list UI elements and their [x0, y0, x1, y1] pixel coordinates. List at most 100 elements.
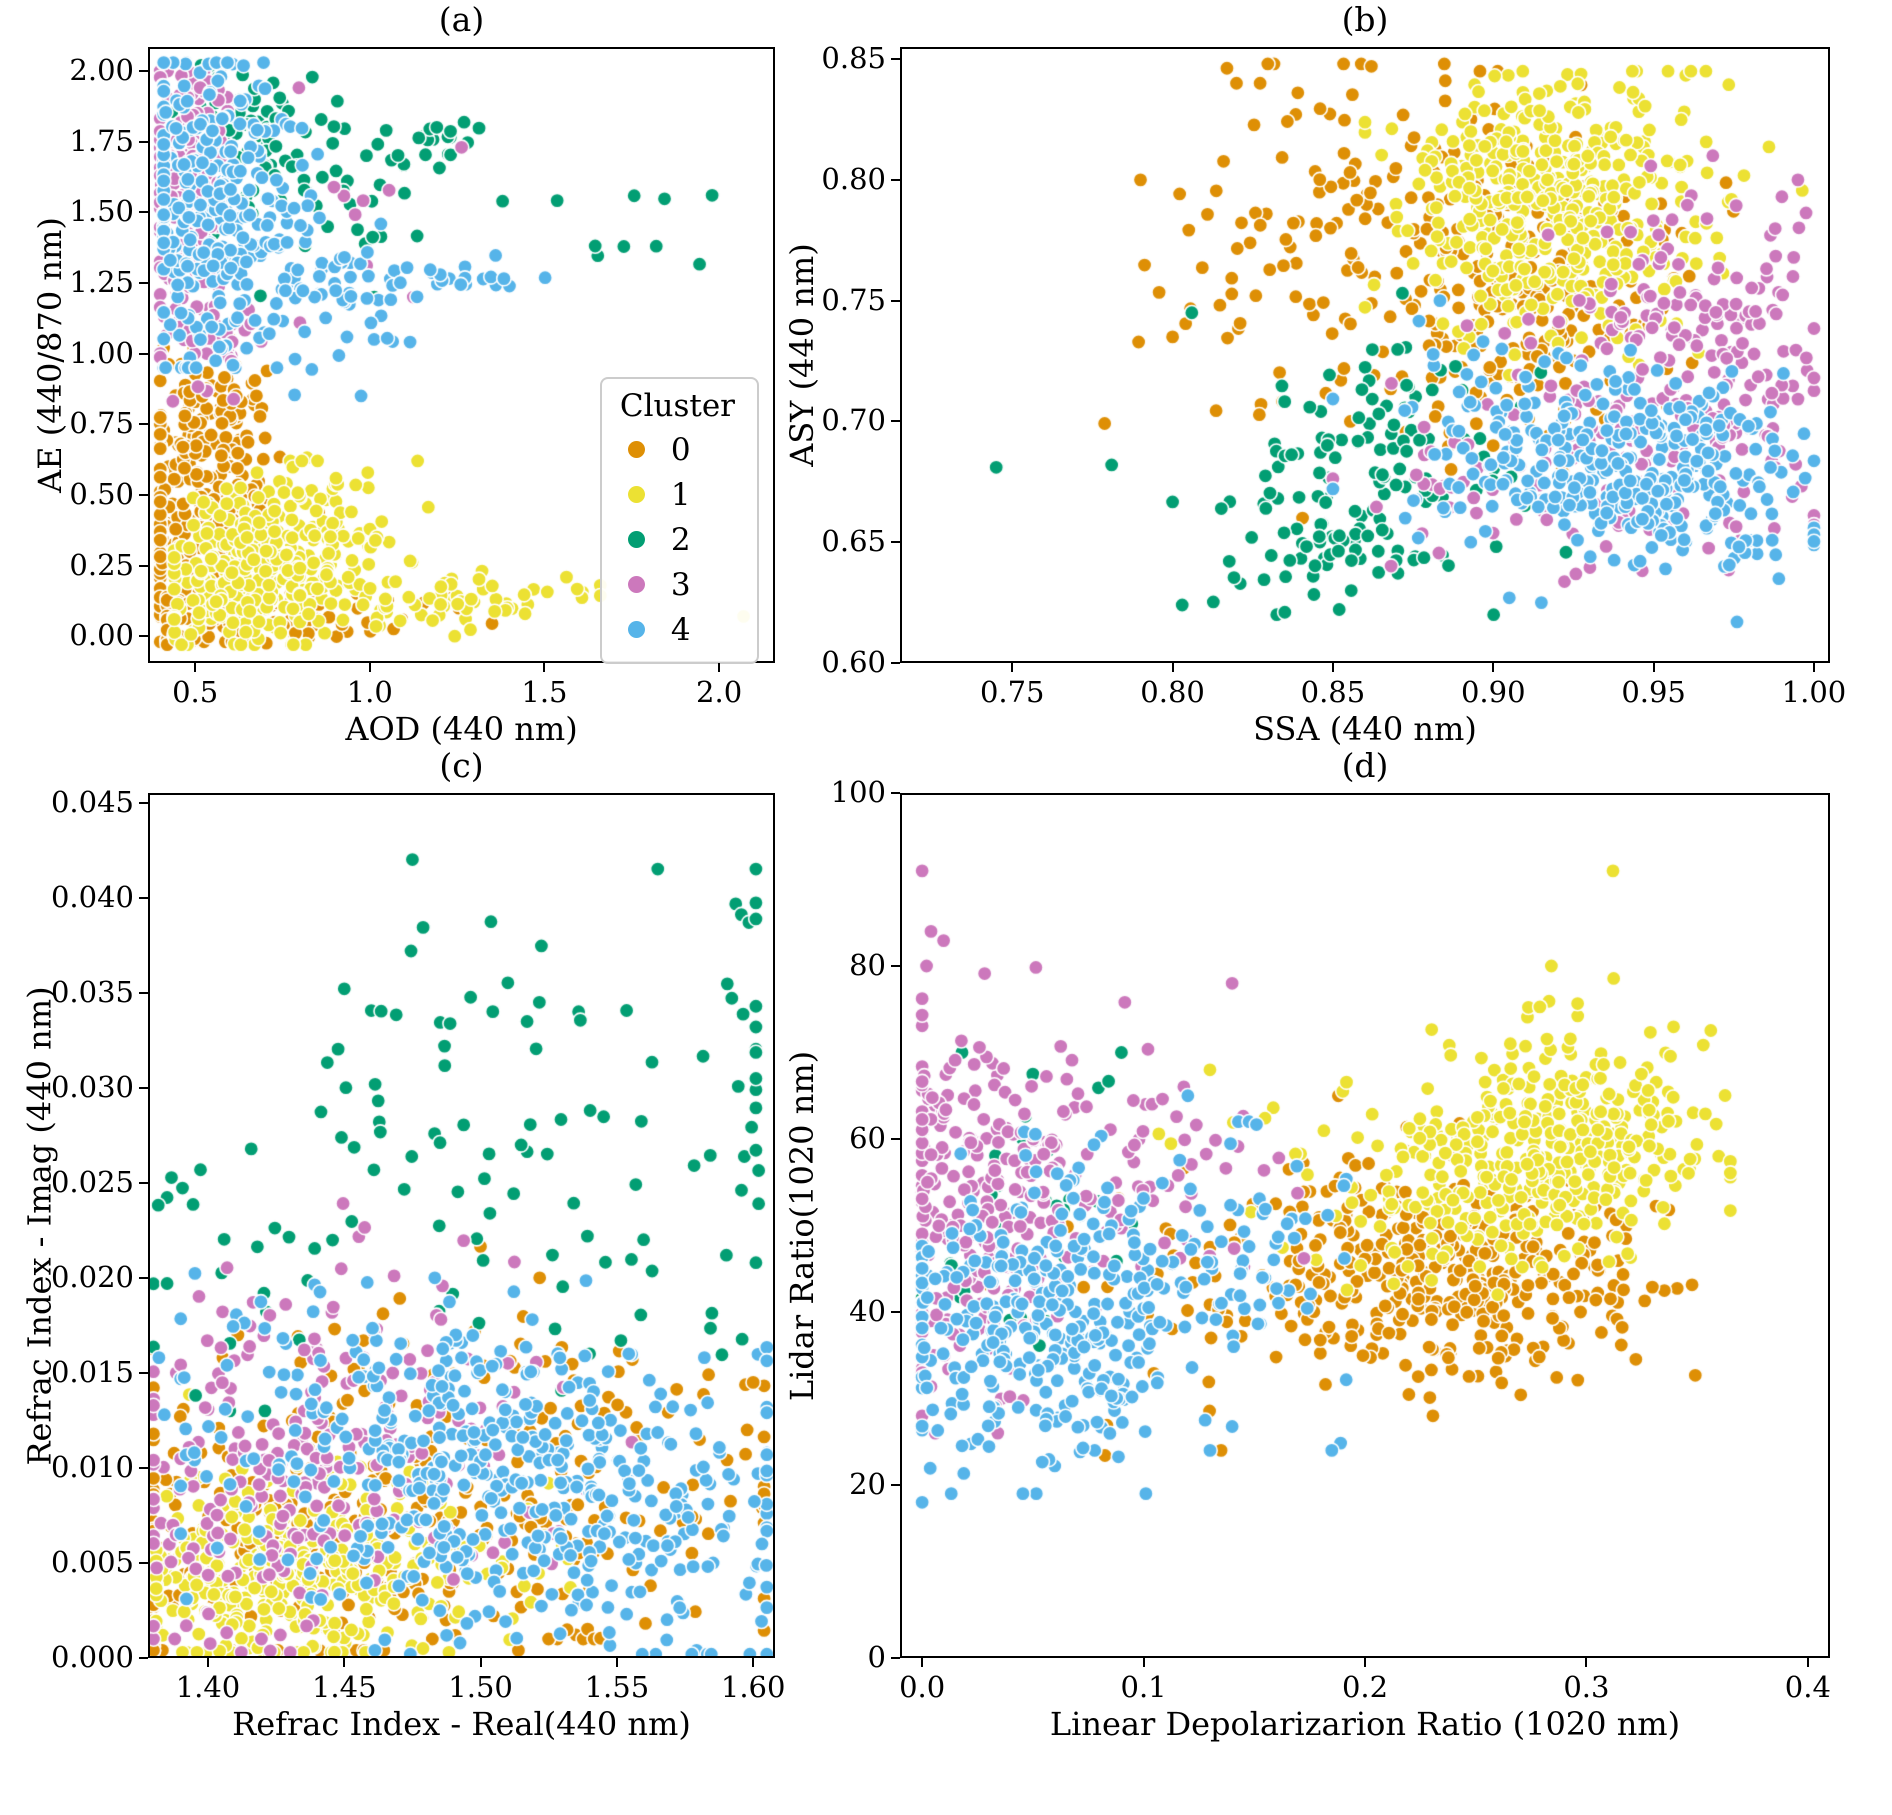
legend-marker-icon	[627, 486, 645, 503]
y-tick-label: 1.00	[69, 335, 134, 370]
legend-item: 4	[620, 607, 735, 652]
y-tick-label: 0.040	[50, 879, 134, 914]
y-tick-mark	[139, 991, 148, 994]
x-tick-mark	[718, 663, 721, 672]
x-tick-mark	[752, 1658, 755, 1667]
x-tick-label: 1.5	[521, 675, 568, 709]
x-tick-label: 0.75	[979, 675, 1045, 709]
subplot-a-plot-area: Cluster 0 1 2 3 4	[148, 47, 775, 664]
x-tick-mark	[1364, 1658, 1366, 1667]
y-tick-label: 40	[849, 1294, 886, 1328]
y-tick-label: 0.015	[50, 1354, 134, 1389]
y-tick-mark	[891, 178, 900, 181]
subplot-d-plot-area	[900, 793, 1830, 1658]
x-tick-label: 1.45	[311, 1670, 377, 1704]
x-tick-label: 0.95	[1621, 675, 1686, 709]
y-tick-label: 0.75	[821, 282, 886, 317]
legend-item-label: 2	[670, 521, 691, 558]
subplot-a-title: (a)	[438, 0, 485, 39]
y-tick-mark	[139, 1371, 148, 1374]
y-tick-mark	[139, 423, 148, 426]
subplot-c: (c) Refrac Index - Real(440 nm) Refrac I…	[21, 747, 785, 1743]
y-tick-label: 1.25	[69, 264, 134, 299]
subplot-d-yaxis-label-text: Lidar Ratio(1020 nm)	[783, 1050, 821, 1401]
y-tick-mark	[891, 792, 900, 794]
subplot-b-title: (b)	[1341, 0, 1389, 39]
y-tick-label: 0.60	[821, 645, 886, 679]
y-tick-label: 0	[867, 1640, 886, 1674]
x-tick-mark	[615, 1658, 618, 1667]
y-tick-label: 60	[849, 1121, 886, 1155]
subplot-b-xaxis-label: SSA (440 nm)	[1253, 710, 1477, 748]
y-tick-mark	[891, 965, 900, 967]
subplot-c-plot-area	[148, 793, 775, 1658]
legend-items: 0 1 2 3 4	[620, 427, 735, 652]
y-tick-label: 0.70	[821, 403, 886, 438]
x-tick-mark	[194, 663, 197, 672]
y-tick-mark	[139, 493, 148, 496]
y-tick-label: 100	[830, 775, 886, 809]
x-tick-mark	[1171, 663, 1174, 672]
y-tick-label: 0.000	[50, 1640, 134, 1674]
y-tick-mark	[139, 1086, 148, 1089]
y-tick-mark	[139, 1561, 148, 1564]
x-tick-label: 0.90	[1460, 675, 1526, 709]
x-tick-mark	[343, 1658, 346, 1667]
x-tick-mark	[1652, 663, 1655, 672]
subplot-c-title: (c)	[439, 746, 484, 785]
x-tick-mark	[1812, 663, 1815, 672]
x-tick-label: 1.60	[720, 1670, 786, 1704]
legend-item: 2	[620, 517, 735, 562]
x-tick-label: 1.40	[175, 1670, 241, 1704]
legend-marker-icon	[627, 531, 645, 548]
y-tick-mark	[891, 541, 900, 544]
y-tick-mark	[891, 662, 900, 664]
y-tick-label: 0.030	[50, 1069, 134, 1104]
subplot-d: (d) Linear Depolarizarion Ratio (1020 nm…	[783, 747, 1831, 1743]
x-tick-label: 0.2	[1341, 1670, 1389, 1704]
x-tick-mark	[206, 1658, 209, 1667]
x-tick-label: 0.3	[1563, 1670, 1610, 1704]
y-tick-label: 0.035	[50, 974, 134, 1009]
x-tick-mark	[1011, 663, 1014, 672]
subplot-d-title: (d)	[1341, 746, 1389, 785]
subplot-d-scatter-canvas	[900, 793, 1830, 1658]
subplot-c-yaxis-label-text: Refrac Index - Imag (440 nm)	[21, 985, 60, 1466]
y-tick-mark	[891, 420, 900, 423]
legend-marker-icon	[627, 621, 645, 638]
y-tick-mark	[139, 1181, 148, 1184]
legend-marker-icon	[627, 441, 645, 458]
subplot-b-scatter-canvas	[900, 47, 1830, 663]
y-tick-mark	[139, 801, 148, 804]
legend-item-label: 3	[670, 566, 691, 603]
y-tick-label: 20	[849, 1467, 886, 1501]
y-tick-label: 1.75	[69, 123, 134, 158]
cluster-legend: Cluster 0 1 2 3 4	[599, 377, 759, 664]
x-tick-mark	[368, 663, 371, 672]
y-tick-mark	[139, 70, 148, 73]
y-tick-mark	[891, 1484, 900, 1486]
y-tick-mark	[139, 635, 148, 638]
legend-item: 3	[620, 562, 735, 607]
y-tick-label: 0.80	[821, 161, 886, 196]
y-tick-mark	[139, 1276, 148, 1279]
subplot-c-yaxis-label: Refrac Index - Imag (440 nm)	[21, 793, 60, 1658]
y-tick-mark	[139, 896, 148, 899]
x-tick-label: 0.5	[172, 675, 219, 709]
legend-item: 1	[620, 472, 735, 517]
y-tick-label: 1.50	[69, 194, 134, 229]
x-tick-mark	[1806, 1658, 1809, 1667]
x-tick-mark	[479, 1658, 482, 1667]
subplot-b-plot-area	[900, 47, 1830, 663]
subplot-d-yaxis-label: Lidar Ratio(1020 nm)	[783, 793, 821, 1658]
legend-item-label: 4	[670, 611, 691, 648]
y-tick-label: 0.75	[69, 406, 134, 441]
subplot-c-xaxis-label: Refrac Index - Real(440 nm)	[232, 1705, 691, 1743]
y-tick-label: 0.005	[50, 1544, 134, 1579]
x-tick-mark	[1585, 1658, 1588, 1667]
y-tick-label: 0.50	[69, 476, 134, 511]
subplot-a-xaxis-label: AOD (440 nm)	[345, 710, 578, 748]
y-tick-label: 0.010	[50, 1449, 134, 1484]
x-tick-label: 1.0	[346, 675, 393, 709]
